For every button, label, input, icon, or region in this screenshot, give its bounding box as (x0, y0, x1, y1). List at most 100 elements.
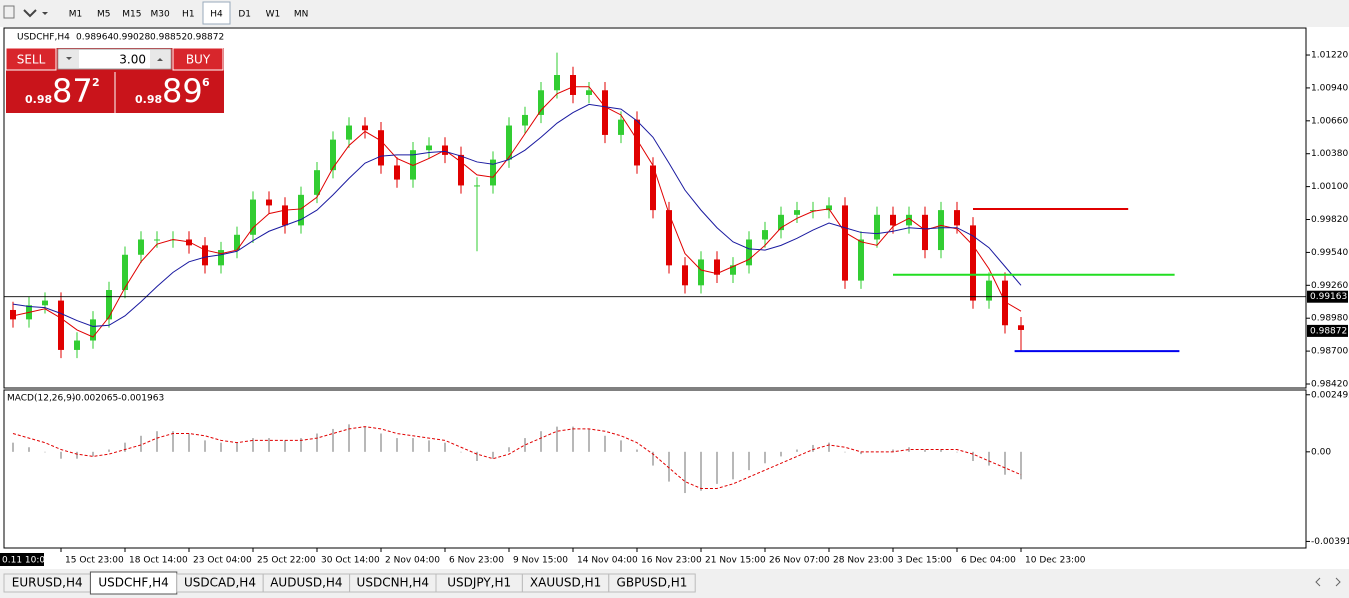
macd-reading: -0.001963 (118, 394, 164, 404)
dropdown-arrow[interactable] (42, 12, 48, 15)
candle-body (922, 214, 928, 251)
moving-average (12, 86, 1022, 338)
macd-bar (12, 442, 14, 452)
tab-scroll[interactable] (1315, 577, 1341, 587)
tab-label[interactable]: USDCHF,H4 (98, 576, 168, 590)
tool-icon[interactable] (3, 5, 15, 19)
macd-bar (908, 447, 910, 452)
candle-body (762, 230, 768, 240)
timeframe-button[interactable]: M30 (150, 10, 169, 20)
macd-bar (140, 435, 142, 452)
candle-body (378, 130, 384, 166)
macd-bar (252, 438, 254, 452)
sell-price-frac: 2 (92, 76, 100, 89)
price-label: 0.98872 (1310, 326, 1347, 336)
sell-button[interactable] (5, 47, 57, 71)
macd-bar (156, 431, 158, 452)
timeframe-button[interactable]: D1 (238, 10, 251, 20)
macd-bar (284, 440, 286, 452)
candle-body (266, 199, 272, 206)
lots-value[interactable]: 3.00 (119, 53, 146, 67)
y-tick-label: 1.00380 (1311, 149, 1348, 159)
sell-label[interactable]: SELL (17, 53, 46, 67)
macd-bar (492, 451, 494, 459)
macd-bar (588, 428, 590, 452)
macd-bar (396, 438, 398, 452)
tab-label[interactable]: GBPUSD,H1 (617, 576, 688, 590)
y-tick-label: 0.98980 (1311, 314, 1348, 324)
macd-title: MACD(12,26,9) (7, 394, 75, 404)
x-tick-label: 14 Nov 04:00 (577, 556, 638, 566)
moving-average (12, 103, 1022, 327)
x-tick-label: 30 Oct 14:00 (321, 556, 380, 566)
timeframe-button[interactable]: H4 (210, 10, 223, 20)
candle-body (714, 259, 720, 275)
macd-bar (716, 451, 718, 484)
macd-bar (956, 451, 958, 453)
candle-body (330, 139, 336, 171)
tab-label[interactable]: USDCNH,H4 (357, 576, 430, 590)
timeframe-button[interactable]: MN (294, 10, 309, 20)
candle-body (890, 214, 896, 226)
macd-bar (300, 438, 302, 452)
candle-body (42, 300, 48, 306)
macd-bar (380, 433, 382, 452)
quote-value: 0.98964 (76, 33, 113, 43)
lots-field[interactable] (57, 48, 172, 70)
tab-label[interactable]: EURUSD,H4 (12, 576, 83, 590)
tab-label[interactable]: USDCAD,H4 (184, 576, 256, 590)
timeframe-button[interactable]: M1 (69, 10, 83, 20)
quote-value: 0.98872 (187, 33, 224, 43)
candle-body (90, 319, 96, 341)
candle-body (650, 165, 656, 211)
tab-label[interactable]: USDJPY,H1 (447, 576, 511, 590)
candle-body (586, 90, 592, 95)
timeframe-button[interactable]: M15 (122, 10, 141, 20)
macd-bar (732, 451, 734, 480)
candle-body (362, 125, 368, 131)
price-box (1307, 324, 1348, 337)
candle-body (570, 74, 576, 95)
candle-body (394, 165, 400, 180)
buy-price-pips: 89 (162, 72, 203, 110)
macd-bar (524, 438, 526, 452)
candle-body (154, 239, 160, 241)
y-tick-label: 1.00660 (1311, 116, 1348, 126)
buy-label[interactable]: BUY (186, 53, 211, 67)
x-tick-label: 16 Nov 23:00 (641, 556, 702, 566)
candle-body (202, 245, 208, 266)
candle-body (698, 259, 704, 286)
candle-body (58, 300, 64, 350)
macd-pane (3, 389, 1307, 549)
macd-bar (764, 451, 766, 464)
candle-body (826, 205, 832, 211)
x-tick-label: 23 Oct 04:00 (193, 556, 252, 566)
macd-bar (556, 426, 558, 452)
tab-label[interactable]: XAUUSD,H1 (530, 576, 601, 590)
timeframe-button[interactable]: W1 (266, 10, 281, 20)
tool-icon[interactable] (23, 9, 37, 18)
y-tick-label: 0.99260 (1311, 281, 1348, 291)
y-tick-label: 1.00100 (1311, 182, 1348, 192)
tab-label[interactable]: AUDUSD,H4 (270, 576, 342, 590)
quote-value: 0.98852 (150, 33, 187, 43)
candle-body (474, 185, 480, 187)
trade-panel: SELL BUY 3.00 0.98 87 2 0.98 89 6 (5, 47, 224, 113)
buy-button[interactable] (172, 47, 224, 71)
timeframe-button[interactable]: H1 (182, 10, 195, 20)
buy-price-frac: 6 (202, 76, 210, 89)
tab[interactable] (608, 573, 696, 593)
macd-bar (652, 451, 654, 466)
candle-body (730, 265, 736, 275)
candle-body (634, 119, 640, 166)
timeframe-button[interactable]: M5 (97, 10, 111, 20)
candle-body (1002, 280, 1008, 326)
candle-body (410, 150, 416, 180)
macd-bar (460, 451, 462, 453)
sell-price-big: 0.98 (25, 93, 52, 106)
candle-body (810, 210, 816, 212)
macd-bar (92, 451, 94, 457)
candle-body (490, 159, 496, 186)
candle-body (298, 194, 304, 226)
